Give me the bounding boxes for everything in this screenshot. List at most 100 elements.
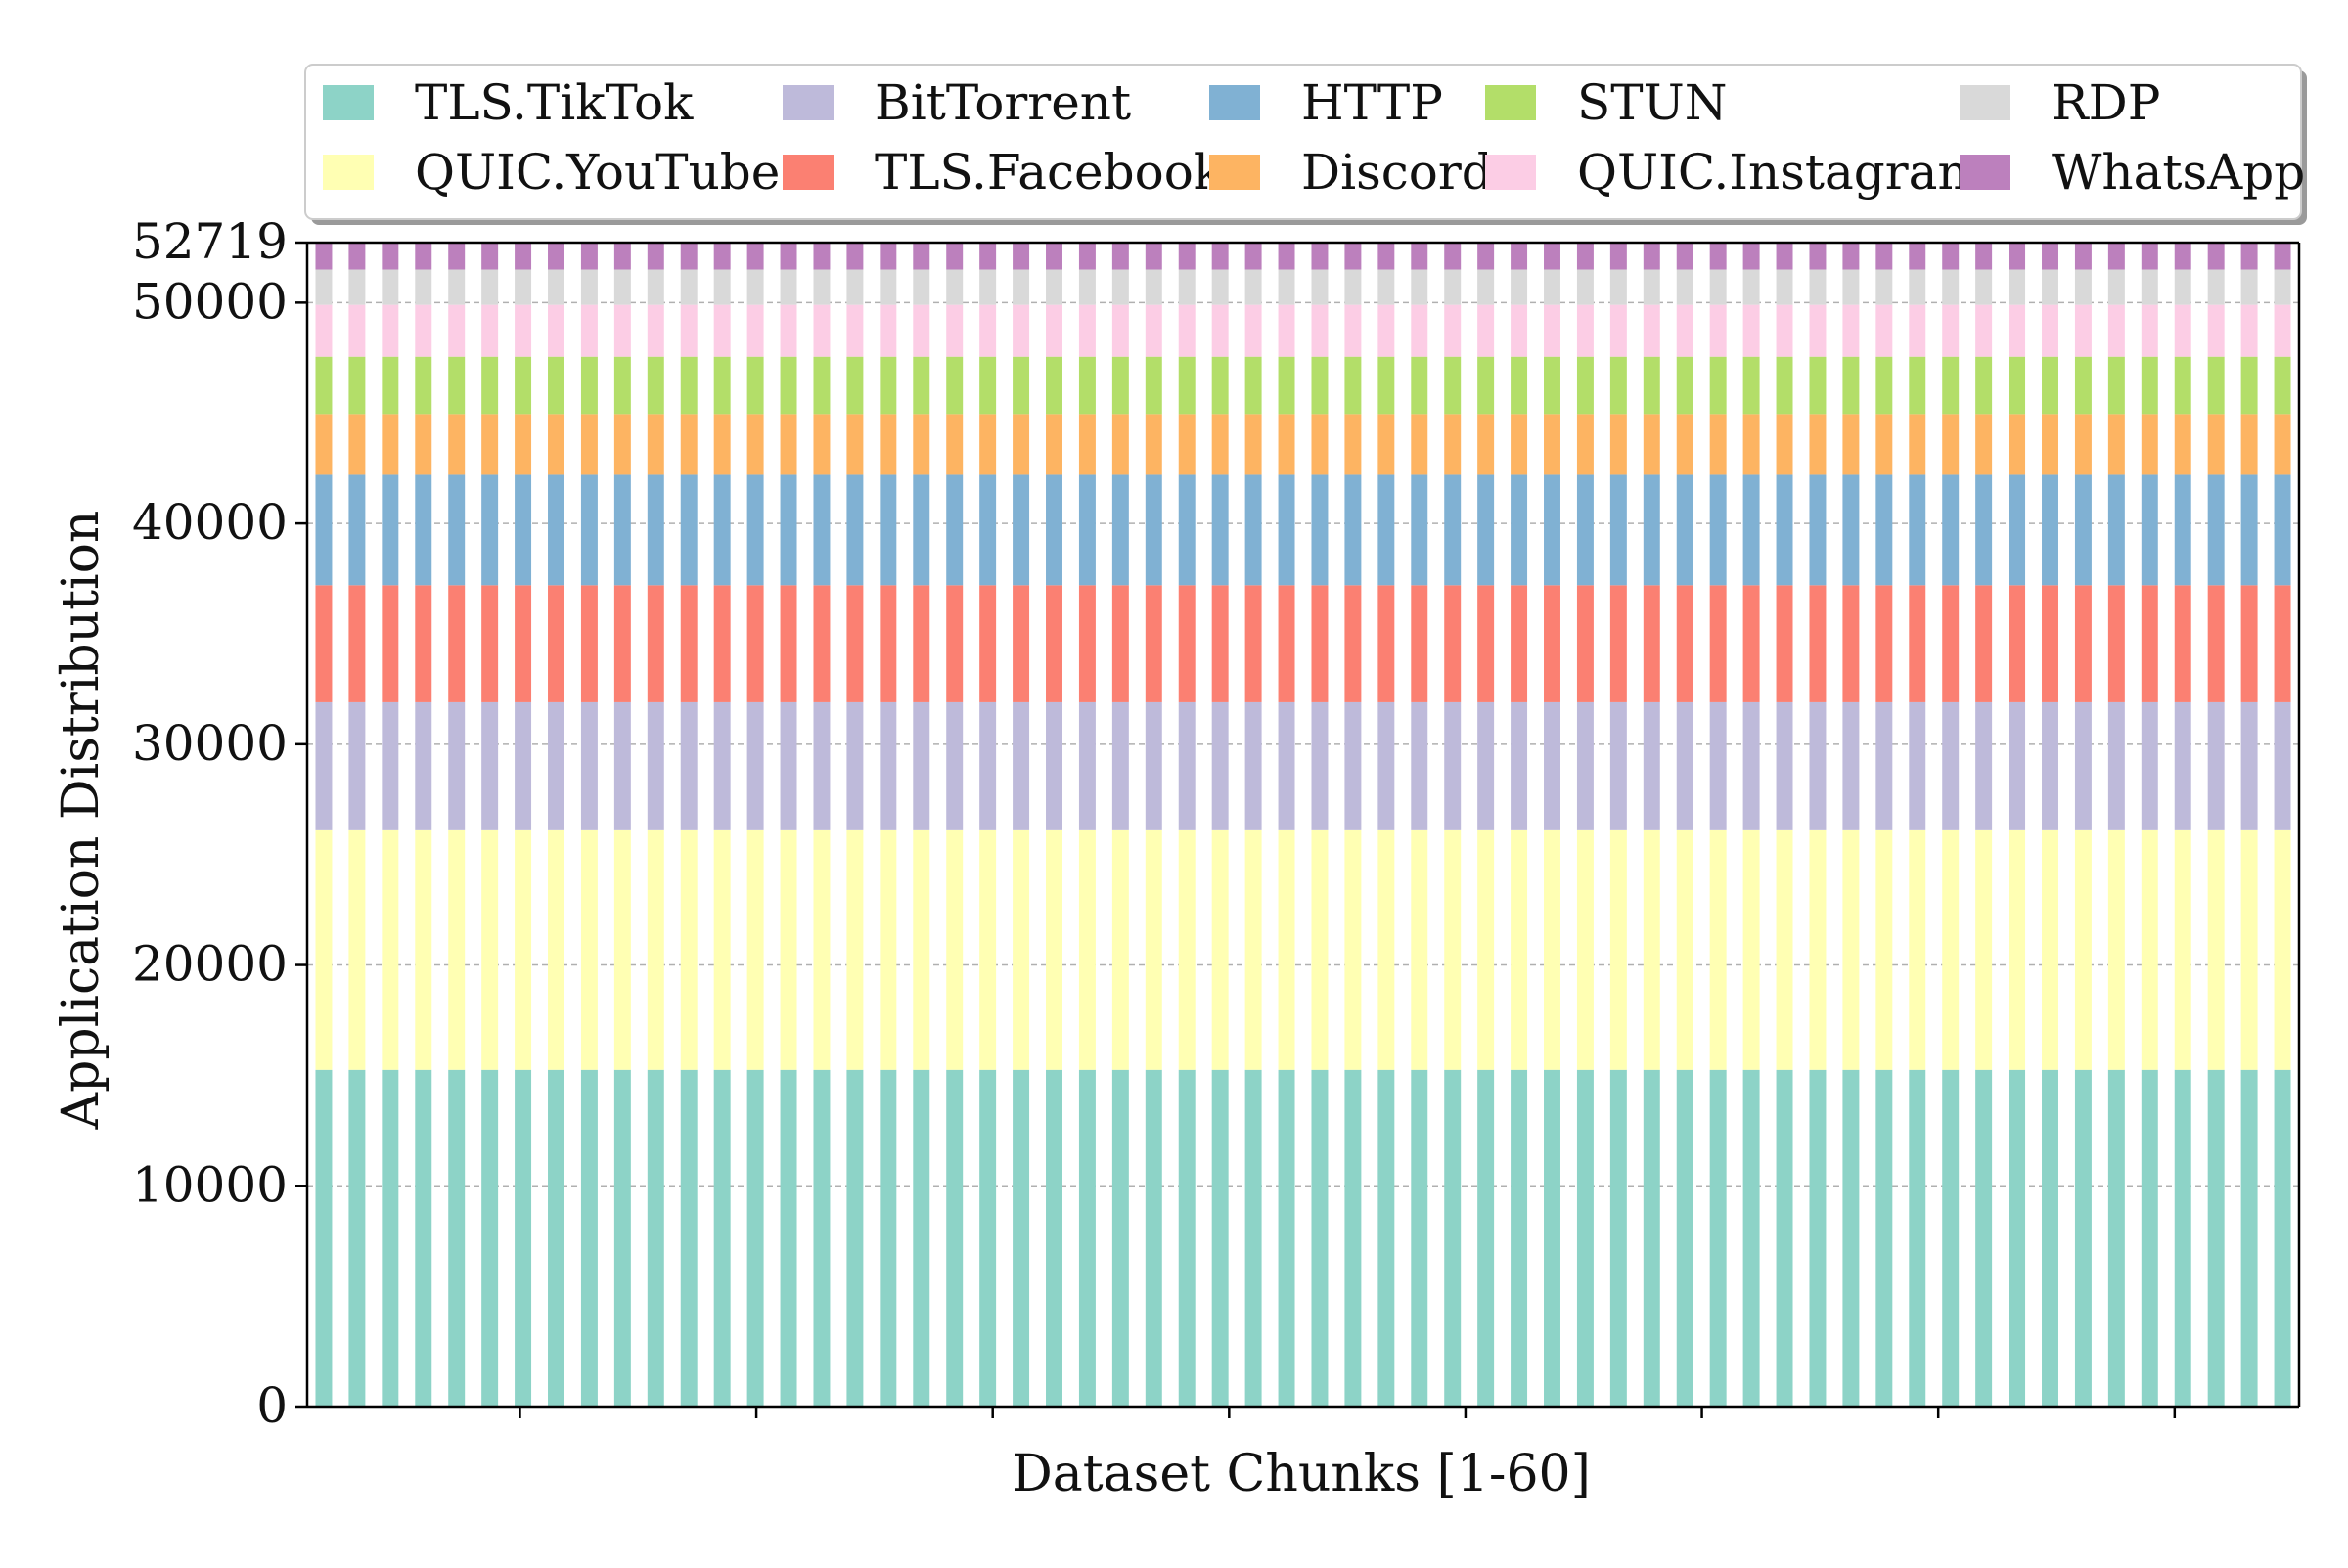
bar-segment <box>1776 474 1793 586</box>
bar-segment <box>813 304 831 357</box>
bar-segment <box>1377 474 1395 586</box>
y-axis-label: Application Distribution <box>52 511 111 1131</box>
bar-segment <box>979 1069 997 1407</box>
bar-segment <box>1046 269 1062 305</box>
bar-segment <box>2240 829 2258 1070</box>
bar-segment <box>1544 269 1560 305</box>
bar-segment <box>548 1069 564 1407</box>
bar-segment <box>613 414 631 475</box>
bar-segment <box>1178 474 1196 586</box>
bar-segment <box>813 829 831 1070</box>
bar-segment <box>1311 829 1329 1070</box>
bar-segment <box>2274 269 2291 305</box>
bar-segment <box>1377 829 1395 1070</box>
bar-segment <box>2174 304 2191 357</box>
bar-segment <box>1842 243 1860 270</box>
bar-stack <box>746 243 764 1407</box>
bar-segment <box>1842 829 1860 1070</box>
bar-segment <box>481 585 499 702</box>
bar-segment <box>2074 1069 2092 1407</box>
bar-segment <box>1776 414 1793 475</box>
bar-segment <box>1377 269 1395 305</box>
bar-segment <box>348 269 366 305</box>
legend: TLS.TikTok QUIC.YouTube BitTorrent TLS.Face… <box>304 64 2307 225</box>
bar-segment <box>680 1069 698 1407</box>
bar-segment <box>1709 243 1727 270</box>
bar-segment <box>1111 414 1129 475</box>
bar-stack <box>1576 243 1594 1407</box>
bar-segment <box>1477 585 1495 702</box>
bar-segment <box>580 356 598 415</box>
bar-segment <box>846 356 864 415</box>
bar-segment <box>1377 1069 1395 1407</box>
bar-segment <box>448 243 466 270</box>
bar-segment <box>647 304 664 357</box>
bar-segment <box>1244 414 1262 475</box>
bar-segment <box>2009 829 2026 1070</box>
bar-segment <box>315 474 333 586</box>
bar-segment <box>2274 304 2291 357</box>
bar-segment <box>1311 356 1329 415</box>
bar-segment <box>1909 829 1926 1070</box>
x-axis-label: Dataset Chunks [1-60] <box>1012 1445 1591 1503</box>
bar-segment <box>979 356 997 415</box>
bar-segment <box>2240 474 2258 586</box>
bar-segment <box>382 1069 399 1407</box>
bar-segment <box>946 829 964 1070</box>
bar-stack <box>1975 243 1993 1407</box>
bar-segment <box>481 701 499 830</box>
bar-segment <box>1576 414 1594 475</box>
bar-segment <box>813 243 831 270</box>
bar-segment <box>913 701 930 830</box>
bar-segment <box>2141 474 2158 586</box>
bar-segment <box>1145 269 1162 305</box>
bar-stack <box>2240 243 2258 1407</box>
bar-segment <box>315 243 333 270</box>
bar-segment <box>613 304 631 357</box>
bar-segment <box>2207 829 2225 1070</box>
bar-segment <box>1643 829 1660 1070</box>
bar-segment <box>1511 1069 1528 1407</box>
y-tick-label: 10000 <box>132 1156 288 1213</box>
bar-segment <box>647 1069 664 1407</box>
bar-segment <box>580 243 598 270</box>
bar-segment <box>1344 356 1362 415</box>
bar-segment <box>1278 701 1295 830</box>
bar-segment <box>1111 243 1129 270</box>
bar-segment <box>2240 356 2258 415</box>
bar-stack <box>913 243 930 1407</box>
bar-segment <box>2042 1069 2058 1407</box>
bar-segment <box>1046 585 1062 702</box>
bar-segment <box>1544 414 1560 475</box>
bar-segment <box>1809 243 1827 270</box>
bar-segment <box>746 414 764 475</box>
bar-segment <box>548 414 564 475</box>
bar-segment <box>1145 356 1162 415</box>
legend-swatch <box>323 85 374 120</box>
bar-segment <box>780 269 797 305</box>
bar-segment <box>913 585 930 702</box>
bar-segment <box>1411 1069 1428 1407</box>
bar-segment <box>613 269 631 305</box>
bar-segment <box>315 1069 333 1407</box>
bar-segment <box>2107 269 2125 305</box>
bar-stack <box>946 243 964 1407</box>
bar-segment <box>1643 1069 1660 1407</box>
bar-segment <box>2141 414 2158 475</box>
bar-segment <box>1078 269 1096 305</box>
bar-segment <box>1013 304 1030 357</box>
bar-segment <box>1576 1069 1594 1407</box>
bar-segment <box>2240 269 2258 305</box>
legend-item: WhatsApp <box>1960 144 2305 201</box>
bar-segment <box>548 243 564 270</box>
bar-segment <box>1842 414 1860 475</box>
bar-segment <box>1411 356 1428 415</box>
bar-segment <box>1211 269 1229 305</box>
bar-stack <box>2107 243 2125 1407</box>
bar-segment <box>481 269 499 305</box>
bar-segment <box>1278 356 1295 415</box>
bar-segment <box>1709 304 1727 357</box>
bar-segment <box>1078 585 1096 702</box>
bar-segment <box>382 243 399 270</box>
